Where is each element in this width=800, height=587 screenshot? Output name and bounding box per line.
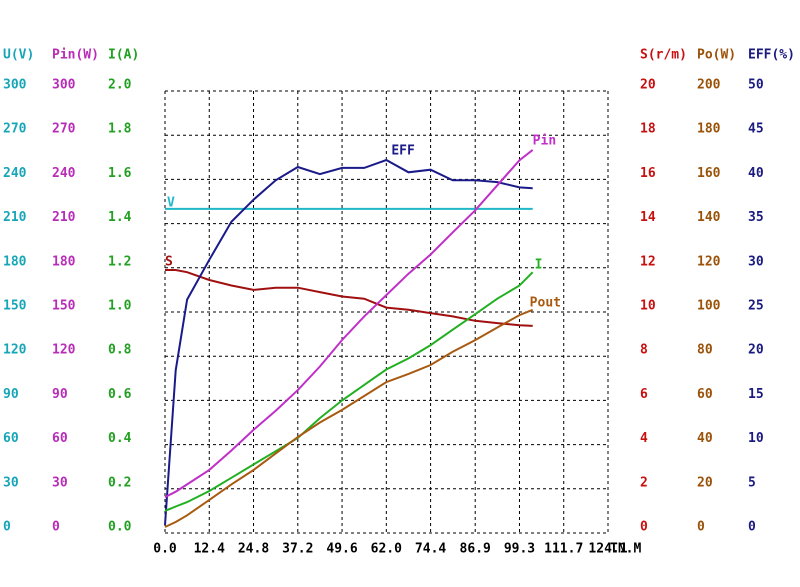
x-tick-label: 12.4 bbox=[194, 542, 225, 557]
y-tick-label: 18 bbox=[640, 122, 656, 137]
y-tick-label: 0.0 bbox=[108, 520, 132, 535]
axis-title: Pin(W) bbox=[52, 48, 99, 63]
y-tick-label: 0 bbox=[3, 520, 11, 535]
y-tick-label: 80 bbox=[697, 343, 713, 358]
y-tick-label: 40 bbox=[697, 431, 713, 446]
y-tick-label: 210 bbox=[3, 210, 27, 225]
y-tick-label: 45 bbox=[748, 122, 764, 137]
y-tick-label: 0.8 bbox=[108, 343, 132, 358]
y-tick-label: 16 bbox=[640, 166, 656, 181]
axis-title: Po(W) bbox=[697, 48, 736, 63]
y-tick-label: 40 bbox=[748, 166, 764, 181]
y-tick-label: 2.0 bbox=[108, 78, 132, 93]
y-tick-label: 30 bbox=[748, 254, 764, 269]
y-tick-label: 0 bbox=[640, 520, 648, 535]
y-tick-label: 210 bbox=[52, 210, 76, 225]
y-tick-label: 1.6 bbox=[108, 166, 132, 181]
y-tick-label: 0 bbox=[52, 520, 60, 535]
y-tick-label: 180 bbox=[697, 122, 721, 137]
y-tick-label: 10 bbox=[640, 299, 656, 314]
y-tick-label: 300 bbox=[52, 78, 76, 93]
y-tick-label: 180 bbox=[52, 254, 76, 269]
y-tick-label: 60 bbox=[52, 431, 68, 446]
y-tick-label: 0.6 bbox=[108, 387, 132, 402]
y-tick-label: 200 bbox=[697, 78, 721, 93]
x-tick-label: 74.4 bbox=[415, 542, 446, 557]
y-tick-label: 160 bbox=[697, 166, 721, 181]
y-tick-label: 0 bbox=[748, 520, 756, 535]
y-tick-label: 6 bbox=[640, 387, 648, 402]
y-tick-label: 1.8 bbox=[108, 122, 132, 137]
axis-title: I(A) bbox=[108, 48, 139, 63]
y-tick-label: 30 bbox=[3, 475, 19, 490]
y-tick-label: 1.0 bbox=[108, 299, 132, 314]
y-tick-label: 60 bbox=[3, 431, 19, 446]
x-tick-label: 86.9 bbox=[460, 542, 491, 557]
y-tick-label: 50 bbox=[748, 78, 764, 93]
y-tick-label: 8 bbox=[640, 343, 648, 358]
y-tick-label: 140 bbox=[697, 210, 721, 225]
y-tick-label: 90 bbox=[3, 387, 19, 402]
series-label: Pout bbox=[530, 295, 561, 310]
axis-title: EFF(%) bbox=[748, 48, 795, 63]
x-axis-label: TN.M bbox=[610, 542, 641, 557]
y-tick-label: 1.2 bbox=[108, 254, 131, 269]
y-tick-label: 240 bbox=[3, 166, 27, 181]
axis-title: S(r/m) bbox=[640, 48, 687, 63]
y-tick-label: 150 bbox=[52, 299, 76, 314]
y-tick-label: 240 bbox=[52, 166, 76, 181]
y-tick-label: 4 bbox=[640, 431, 648, 446]
y-tick-label: 20 bbox=[697, 475, 713, 490]
series-label: EFF bbox=[391, 143, 415, 158]
y-tick-label: 100 bbox=[697, 299, 721, 314]
y-tick-label: 20 bbox=[640, 78, 656, 93]
series-label: I bbox=[535, 258, 543, 273]
series-line bbox=[164, 158, 533, 526]
y-tick-label: 0.4 bbox=[108, 431, 132, 446]
x-tick-label: 37.2 bbox=[282, 542, 313, 557]
y-tick-label: 120 bbox=[52, 343, 76, 358]
series-line bbox=[164, 271, 534, 512]
series-line bbox=[165, 269, 533, 327]
x-tick-label: 0.0 bbox=[153, 542, 177, 557]
y-tick-label: 10 bbox=[748, 431, 764, 446]
y-tick-label: 14 bbox=[640, 210, 656, 225]
y-tick-label: 300 bbox=[3, 78, 27, 93]
y-tick-label: 35 bbox=[748, 210, 764, 225]
y-tick-label: 120 bbox=[697, 254, 721, 269]
y-tick-label: 25 bbox=[748, 299, 764, 314]
y-tick-label: 20 bbox=[748, 343, 764, 358]
y-tick-label: 1.4 bbox=[108, 210, 132, 225]
y-tick-label: 30 bbox=[52, 475, 68, 490]
axis-title: U(V) bbox=[3, 48, 34, 63]
x-tick-label: 99.3 bbox=[504, 542, 535, 557]
y-tick-label: 180 bbox=[3, 254, 27, 269]
y-tick-label: 12 bbox=[640, 254, 656, 269]
x-tick-label: 24.8 bbox=[238, 542, 269, 557]
y-tick-label: 270 bbox=[3, 122, 27, 137]
y-tick-label: 0.2 bbox=[108, 475, 131, 490]
y-tick-label: 60 bbox=[697, 387, 713, 402]
y-tick-label: 5 bbox=[748, 475, 756, 490]
series-line bbox=[164, 149, 534, 498]
x-tick-label: 62.0 bbox=[371, 542, 402, 557]
y-tick-label: 120 bbox=[3, 343, 27, 358]
y-tick-label: 150 bbox=[3, 299, 27, 314]
series-label: V bbox=[167, 195, 175, 210]
series-label: Pin bbox=[533, 133, 556, 148]
y-tick-label: 0 bbox=[697, 520, 705, 535]
y-tick-label: 270 bbox=[52, 122, 76, 137]
series-line bbox=[164, 308, 534, 528]
y-tick-label: 90 bbox=[52, 387, 68, 402]
x-tick-label: 124.1 bbox=[588, 542, 627, 557]
y-tick-label: 2 bbox=[640, 475, 648, 490]
x-tick-label: 111.7 bbox=[544, 542, 583, 557]
x-tick-label: 49.6 bbox=[326, 542, 357, 557]
series-label: S bbox=[165, 255, 173, 270]
y-tick-label: 15 bbox=[748, 387, 764, 402]
